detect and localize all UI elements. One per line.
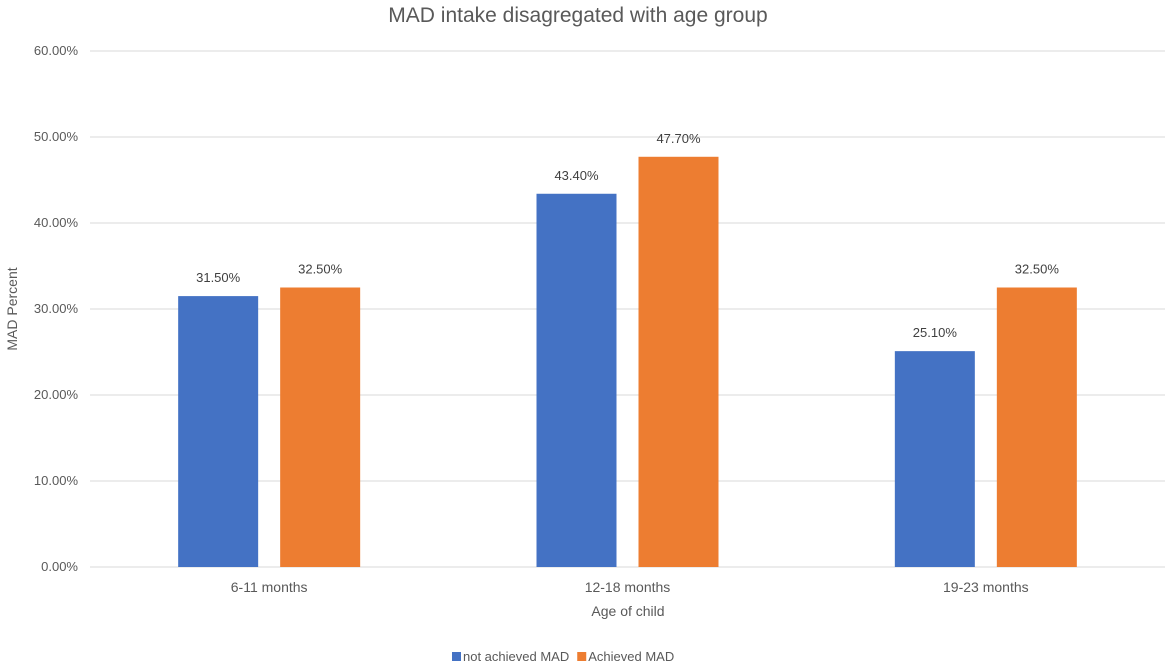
data-label: 31.50% <box>196 270 241 285</box>
data-label: 25.10% <box>913 325 958 340</box>
data-labels: 31.50% 32.50% 43.40% 47.70% 25.10% 32.50% <box>196 131 1059 340</box>
x-tick-label: 19-23 months <box>943 579 1029 595</box>
x-axis-ticks: 6-11 months 12-18 months 19-23 months <box>231 579 1029 595</box>
bar-achieved-mad <box>280 287 361 567</box>
legend: not achieved MAD Achieved MAD <box>452 649 674 664</box>
legend-swatch <box>452 652 461 661</box>
y-tick-label: 20.00% <box>34 387 79 402</box>
bars <box>178 156 1077 567</box>
y-axis-ticks: 0.00% 10.00% 20.00% 30.00% 40.00% 50.00% 60.00… <box>34 43 79 574</box>
data-label: 32.50% <box>298 262 343 277</box>
bar-not-achieved-mad <box>894 351 975 567</box>
x-axis-label: Age of child <box>591 603 664 619</box>
y-tick-label: 40.00% <box>34 215 79 230</box>
bar-not-achieved-mad <box>178 296 259 567</box>
y-axis-label: MAD Percent <box>4 267 20 350</box>
y-tick-label: 50.00% <box>34 129 79 144</box>
legend-label: not achieved MAD <box>463 649 569 664</box>
gridlines <box>90 50 1165 568</box>
data-label: 47.70% <box>656 131 701 146</box>
bar-achieved-mad <box>638 156 719 567</box>
y-tick-label: 10.00% <box>34 473 79 488</box>
data-label: 43.40% <box>554 168 599 183</box>
y-tick-label: 0.00% <box>41 559 78 574</box>
bar-achieved-mad <box>996 287 1077 567</box>
y-tick-label: 30.00% <box>34 301 79 316</box>
x-tick-label: 6-11 months <box>231 579 308 595</box>
bar-not-achieved-mad <box>536 193 617 567</box>
chart-title: MAD intake disagregated with age group <box>388 4 767 27</box>
y-tick-label: 60.00% <box>34 43 79 58</box>
data-label: 32.50% <box>1015 262 1060 277</box>
legend-label: Achieved MAD <box>588 649 674 664</box>
x-tick-label: 12-18 months <box>585 579 671 595</box>
legend-swatch <box>577 652 587 661</box>
